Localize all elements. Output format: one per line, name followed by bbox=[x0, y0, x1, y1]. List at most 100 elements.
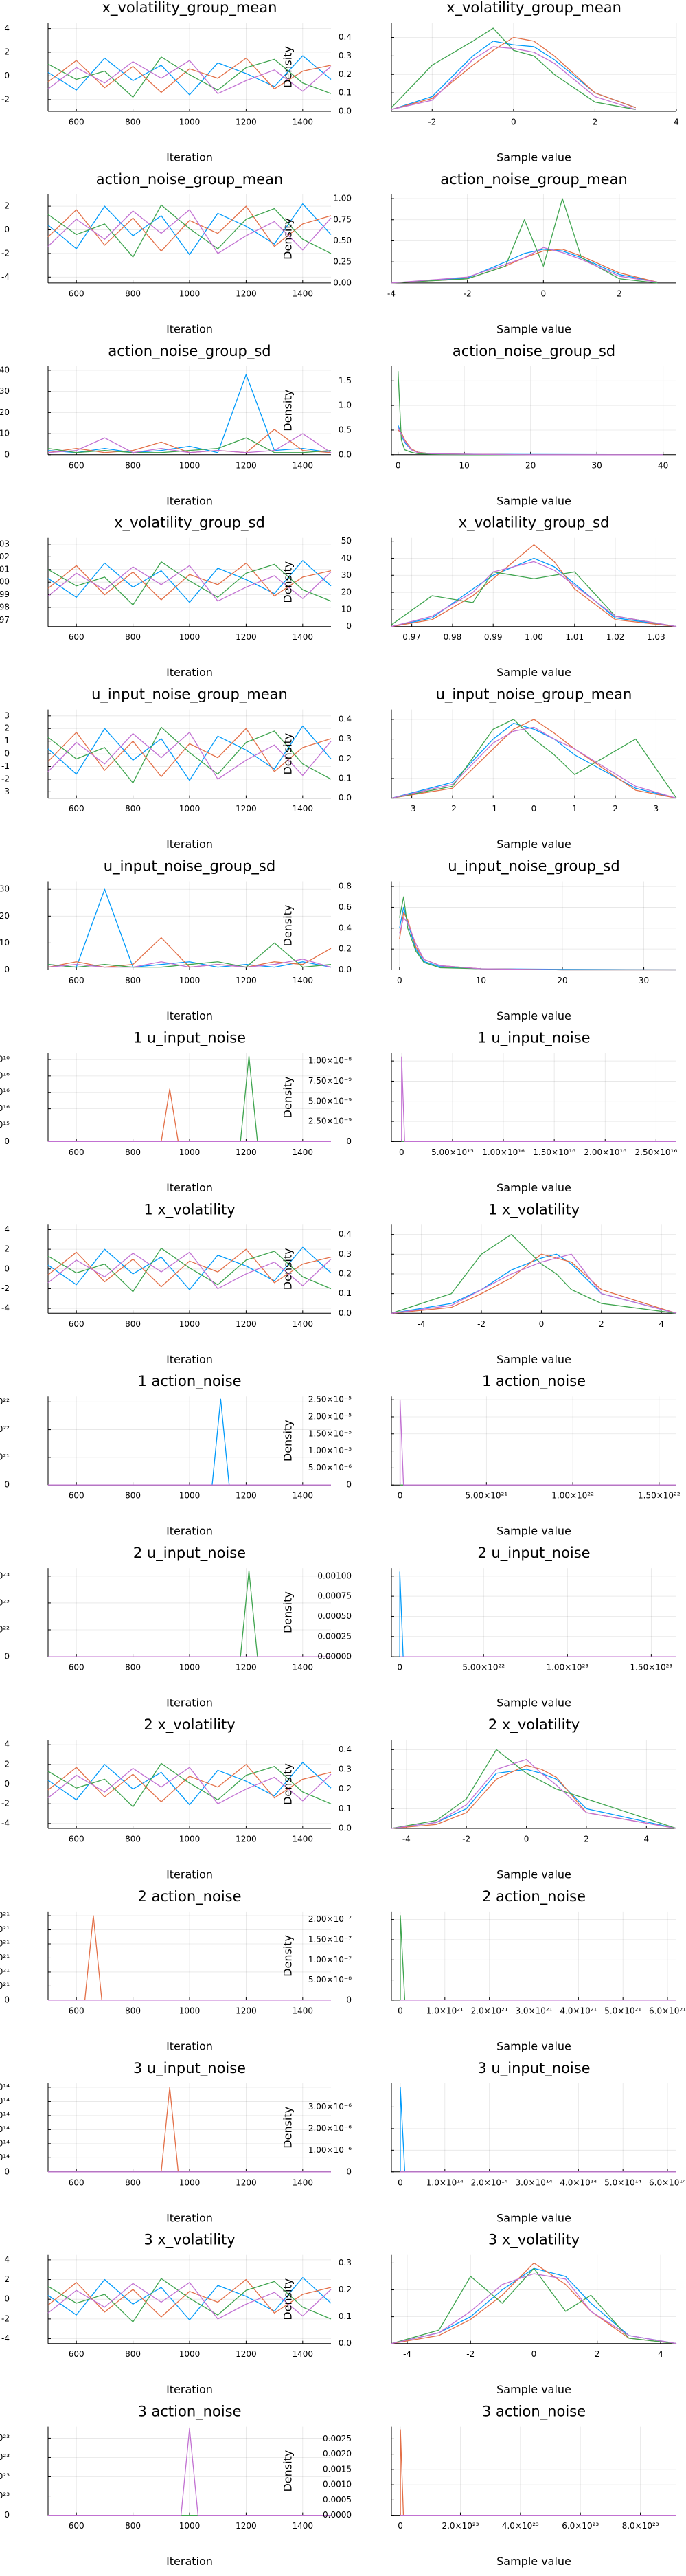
y-tick-label: 1.03 bbox=[0, 539, 10, 548]
y-tick-label: 0 bbox=[346, 1136, 352, 1146]
chain-line bbox=[47, 726, 332, 784]
x-tick-label: 1200 bbox=[236, 1319, 257, 1329]
y-tick-label: 0.2 bbox=[339, 754, 352, 763]
x-tick-label: 1.00×10²² bbox=[551, 1491, 594, 1501]
x-axis-label: Iteration bbox=[166, 1696, 213, 1710]
x-tick-label: 6.0×10²³ bbox=[562, 2521, 599, 2531]
chain-line bbox=[391, 1253, 677, 1314]
x-tick-label: 1000 bbox=[179, 1663, 201, 1672]
y-tick-label: 40 bbox=[0, 365, 10, 374]
y-tick-label: 1.01 bbox=[0, 564, 10, 574]
chain-line bbox=[391, 2262, 677, 2344]
x-tick-label: 1200 bbox=[236, 289, 257, 298]
chain-line bbox=[47, 959, 332, 968]
y-axis-label: Density bbox=[282, 2450, 295, 2492]
y-tick-label: -2 bbox=[1, 248, 10, 258]
panel-title: 2 x_volatility bbox=[488, 1716, 580, 1734]
x-axis-label: Iteration bbox=[166, 2039, 213, 2052]
y-tick-label: 0 bbox=[4, 1264, 10, 1273]
panel-title: 2 u_input_noise bbox=[477, 1545, 590, 1562]
panel-title: x_volatility_group_sd bbox=[114, 515, 265, 532]
y-tick-label: 0.2 bbox=[339, 944, 352, 954]
x-tick-label: -2 bbox=[462, 1835, 470, 1844]
y-tick-label: 0.75 bbox=[333, 214, 352, 224]
y-tick-label: 20 bbox=[341, 587, 352, 597]
y-tick-label: 0.0 bbox=[339, 449, 352, 459]
y-tick-label: 5.00×10²² bbox=[0, 1625, 10, 1635]
y-tick-label: 0.4 bbox=[339, 1745, 352, 1754]
x-axis-label: Iteration bbox=[166, 2211, 213, 2224]
panel-title: 2 action_noise bbox=[137, 1888, 241, 1905]
y-tick-label: -4 bbox=[1, 2333, 10, 2343]
chain-line bbox=[399, 917, 676, 971]
panel-title: 1 action_noise bbox=[137, 1373, 241, 1390]
panel-title: 2 x_volatility bbox=[144, 1716, 235, 1734]
y-tick-label: 1.0×10¹⁴ bbox=[0, 2153, 10, 2162]
y-axis-label: Density bbox=[282, 1076, 295, 1118]
chain-line bbox=[47, 732, 332, 780]
panel-title: action_noise_group_sd bbox=[108, 343, 271, 360]
chain-line bbox=[401, 1056, 676, 1143]
chain-line bbox=[391, 719, 677, 799]
x-tick-label: 1200 bbox=[236, 1147, 257, 1157]
chain-line bbox=[47, 1767, 332, 1804]
x-tick-label: 1200 bbox=[236, 2006, 257, 2015]
y-axis-label: Density bbox=[282, 733, 295, 775]
chain-line bbox=[47, 888, 332, 968]
x-tick-label: 1200 bbox=[236, 2177, 257, 2187]
x-tick-label: 600 bbox=[69, 976, 84, 985]
panel-title: 3 action_noise bbox=[137, 2404, 241, 2421]
x-tick-label: 40 bbox=[658, 460, 668, 470]
x-axis-label: Sample value bbox=[496, 494, 571, 507]
chain-line bbox=[398, 427, 663, 456]
chain-line bbox=[47, 56, 332, 98]
x-axis-label: Iteration bbox=[166, 1009, 213, 1022]
x-tick-label: 4.0×10¹⁴ bbox=[560, 2177, 597, 2187]
panel-title: 3 u_input_noise bbox=[133, 2060, 246, 2077]
y-tick-label: 0 bbox=[346, 2166, 352, 2176]
chain-line bbox=[47, 437, 332, 453]
chain-line bbox=[400, 1915, 676, 2001]
y-tick-label: 1.5 bbox=[339, 376, 352, 385]
x-tick-label: 5.00×10¹⁵ bbox=[431, 1147, 474, 1157]
y-tick-label: 5.00×10⁻⁸ bbox=[308, 1975, 352, 1984]
x-axis-label: Sample value bbox=[496, 1868, 571, 1881]
y-tick-label: 2 bbox=[4, 1759, 10, 1769]
x-tick-label: 4 bbox=[659, 1319, 664, 1329]
y-tick-label: 4 bbox=[4, 2254, 10, 2264]
y-tick-label: 1.0×10²¹ bbox=[0, 1981, 10, 1991]
x-tick-label: 1400 bbox=[293, 1491, 314, 1501]
y-tick-label: 0.8 bbox=[339, 882, 352, 891]
x-tick-label: 1400 bbox=[293, 1835, 314, 1844]
chain-line bbox=[47, 2282, 332, 2320]
x-tick-label: 1200 bbox=[236, 2521, 257, 2531]
x-tick-label: 1.03 bbox=[647, 632, 665, 642]
y-tick-label: 2.50×10⁻⁵ bbox=[308, 1395, 352, 1404]
x-axis-label: Sample value bbox=[496, 151, 571, 164]
y-tick-label: 0.1 bbox=[339, 2311, 352, 2321]
chain-line bbox=[391, 561, 677, 627]
y-tick-label: 4.0×10¹⁴ bbox=[0, 2110, 10, 2120]
x-tick-label: 1.0×10¹⁴ bbox=[426, 2177, 464, 2187]
x-tick-label: 2 bbox=[617, 289, 622, 298]
y-tick-label: 1.50×10⁻⁵ bbox=[308, 1429, 352, 1438]
y-tick-label: 6.0×10¹⁴ bbox=[0, 2082, 10, 2092]
y-axis-label: Density bbox=[282, 390, 295, 432]
chain-line bbox=[47, 562, 332, 601]
x-tick-label: 800 bbox=[125, 2349, 141, 2359]
x-tick-label: 0 bbox=[398, 2521, 403, 2531]
y-tick-label: 0.2 bbox=[339, 69, 352, 79]
chain-line bbox=[391, 247, 658, 284]
y-tick-label: 2.00×10⁻⁵ bbox=[308, 1411, 352, 1421]
chain-line bbox=[399, 896, 676, 971]
chain-line bbox=[47, 565, 332, 602]
chain-line bbox=[391, 719, 677, 799]
panel-title: 1 u_input_noise bbox=[477, 1029, 590, 1046]
chain-line bbox=[400, 2087, 676, 2173]
x-tick-label: 2 bbox=[599, 1319, 604, 1329]
x-tick-label: 20 bbox=[557, 976, 567, 985]
panel-title: x_volatility_group_mean bbox=[102, 0, 277, 16]
y-tick-label: 0.00 bbox=[333, 278, 352, 287]
x-tick-label: 1000 bbox=[179, 2177, 201, 2187]
x-tick-label: 2 bbox=[595, 2349, 600, 2359]
